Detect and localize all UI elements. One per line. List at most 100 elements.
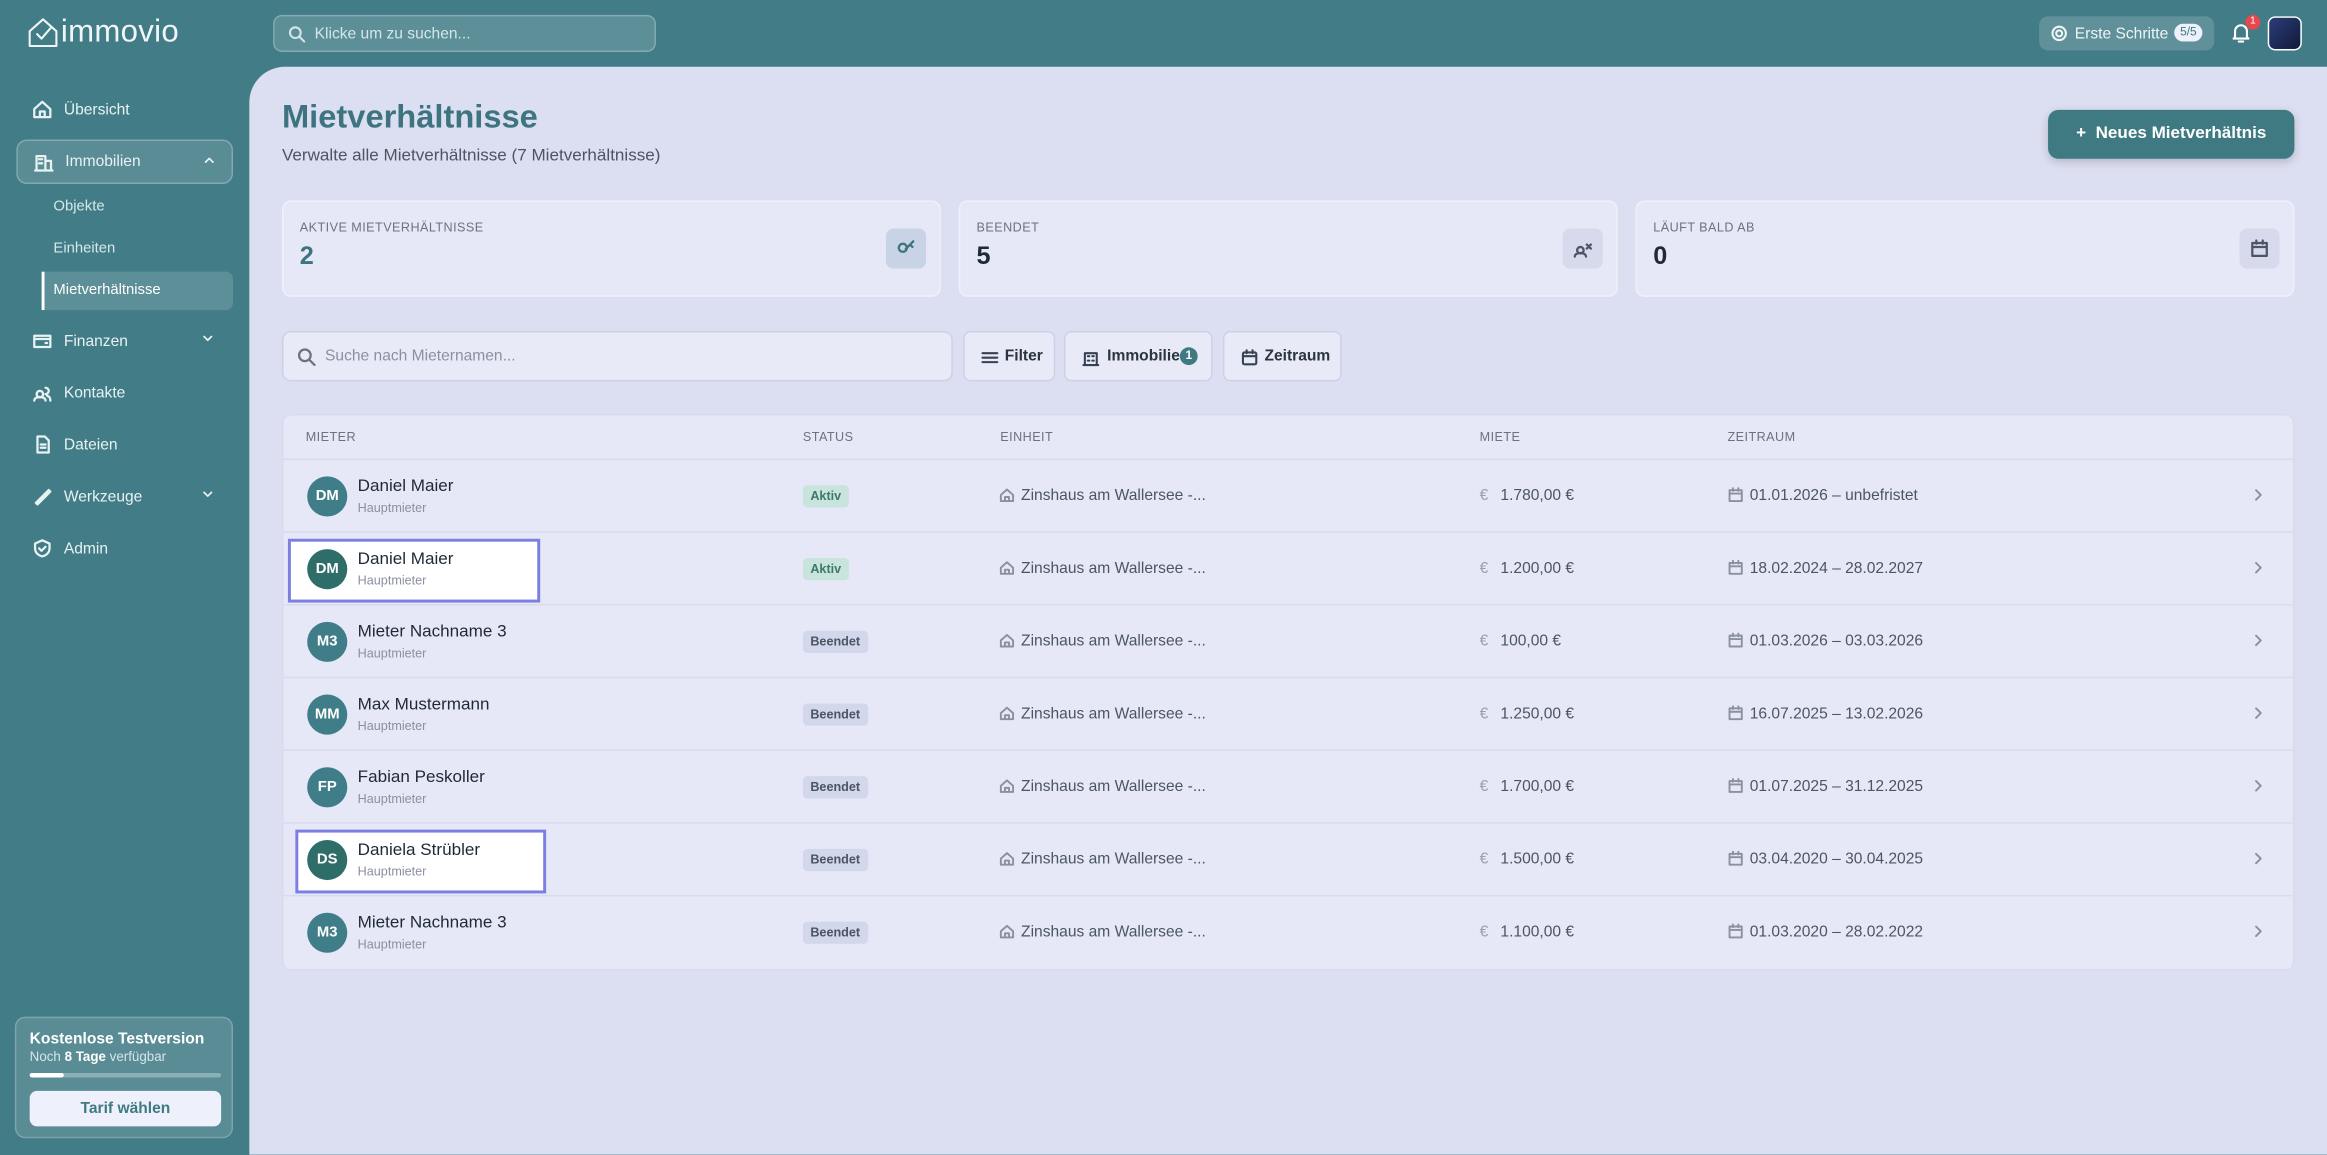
status-badge: Beendet [802,703,868,726]
icon [999,706,1015,721]
icon [1728,778,1743,793]
tenant-role: Hauptmieter [357,500,427,515]
status-badge: Aktiv [802,558,849,581]
table-row[interactable]: DM Daniel Maier Hauptmieter Aktiv Zinshaus a… [283,458,2293,532]
nav-item[interactable]: Finanzen [16,319,233,364]
tenant-name: Daniela Strübler [357,841,481,860]
stat-card: LÄUFT BALD AB 0 [1635,200,2295,297]
nav-label: Immobilien [65,152,141,171]
nav-item[interactable]: Kontakte [16,371,233,416]
new-tenancy-label: Neues Mietverhältnis [2095,124,2267,143]
stat-card: BEENDET 5 [958,200,1618,297]
icon [2255,780,2262,792]
nav-item[interactable]: Übersicht [16,88,233,133]
icon [2255,707,2262,719]
avatar: DM [307,549,348,590]
brand: immovio [60,14,179,49]
nav-item[interactable]: Admin [16,527,233,572]
icon-path [33,100,52,119]
nav-label: Kontakte [63,384,126,403]
icon [33,386,52,402]
icon-path [999,924,1015,939]
period-label: Zeitraum [1264,347,1331,366]
bell-icon[interactable] [2229,21,2253,45]
icon-path [33,539,51,558]
plan-button[interactable]: Tarif wählen [29,1090,222,1127]
icon-path [1728,778,1743,793]
trial-progress-fill [29,1073,64,1078]
target-icon [2051,25,2067,42]
unit: Zinshaus am Wallersee -... [1021,486,1206,505]
table-row[interactable]: DM Daniel Maier Hauptmieter Aktiv Zinshaus a… [283,531,2293,604]
table-row[interactable]: M3 Mieter Nachname 3 Hauptmieter Beendet Zin… [283,604,2293,677]
nav-item[interactable]: Werkzeuge [16,475,233,520]
icon [33,334,52,349]
table-row[interactable]: M3 Mieter Nachname 3 Hauptmieter Beendet Zin… [283,894,2293,968]
icon-path [33,334,52,349]
subnav-label: Objekte [53,198,105,216]
trial-days: 8 Tage [64,1049,106,1065]
trial-card: Kostenlose Testversion Noch 8 Tage verfü… [14,1016,234,1139]
icon [2255,489,2262,501]
icon-path [1728,632,1743,648]
subnav-item[interactable]: Mietverhältnisse [41,271,234,311]
icon [1728,632,1743,648]
search-icon [297,348,316,367]
icon [1728,923,1743,939]
highlight-box [295,829,547,894]
status-badge: Beendet [802,848,868,872]
icon-path [2255,925,2262,937]
filter-label: Filter [1004,347,1043,366]
icon [1728,850,1743,866]
icon [2255,634,2262,647]
trial-prefix: Noch [29,1049,61,1065]
subnav-item[interactable]: Objekte [42,188,233,227]
icon [2255,852,2262,865]
stat-label: AKTIVE MIETVERHÄLTNISSE [299,219,484,235]
global-search[interactable]: Klicke um zu suchen... [273,14,656,52]
icon [897,240,915,253]
property-button[interactable]: Immobilie 1 [1064,330,1213,382]
unit: Zinshaus am Wallersee -... [1021,559,1206,578]
icon [2255,561,2262,574]
table-row[interactable]: FP Fabian Peskoller Hauptmieter Beendet Zins… [283,749,2293,822]
nav-item[interactable]: Immobilien [16,139,234,185]
onboarding-progress: 5/5 [2174,23,2203,42]
tenancy-table: MIETER STATUS EINHEIT MIETE ZEITRAUM DM Daniel… [281,414,2295,971]
period-button[interactable]: Zeitraum [1222,330,1342,382]
rent: 1.780,00 € [1500,486,1575,505]
icon-path [1728,487,1743,503]
icon-path [1728,850,1743,866]
table-row[interactable]: MM Max Mustermann Hauptmieter Beendet Zinsha… [283,676,2293,750]
currency-icon: € [1479,632,1489,651]
icon-path [2255,707,2262,719]
icon [203,491,213,497]
currency-icon: € [1479,923,1489,941]
status-badge: Beendet [802,921,868,944]
user-avatar[interactable] [2267,16,2302,51]
subnav-label: Mietverhältnisse [53,281,161,299]
icon-path [204,157,214,164]
icon-path [36,435,50,454]
page-subtitle: Verwalte alle Mietverhältnisse (7 Mietve… [281,146,661,165]
icon-path [999,488,1015,503]
icon [1573,243,1592,258]
nav-item[interactable]: Dateien [16,423,233,468]
onboarding-button[interactable]: Erste Schritte 5/5 [2039,16,2215,51]
icon-path [999,633,1015,648]
icon [2255,925,2262,937]
icon-path [203,335,213,342]
table-row[interactable]: DS Daniela Strübler Hauptmieter Beendet Zins… [283,822,2293,895]
subnav-item[interactable]: Einheiten [42,230,233,269]
icon-path [2255,852,2262,865]
search-placeholder: Klicke um zu suchen... [314,25,471,44]
property-count: 1 [1179,347,1198,366]
tenant-search[interactable]: Suche nach Mieternamen... [281,330,953,382]
icon-path [999,852,1015,866]
icon [33,539,51,558]
subnav-label: Einheiten [53,240,116,257]
new-tenancy-button[interactable]: + Neues Mietverhältnis [2048,109,2295,159]
filter-button[interactable]: Filter [963,330,1056,382]
icon-path [1573,243,1592,258]
